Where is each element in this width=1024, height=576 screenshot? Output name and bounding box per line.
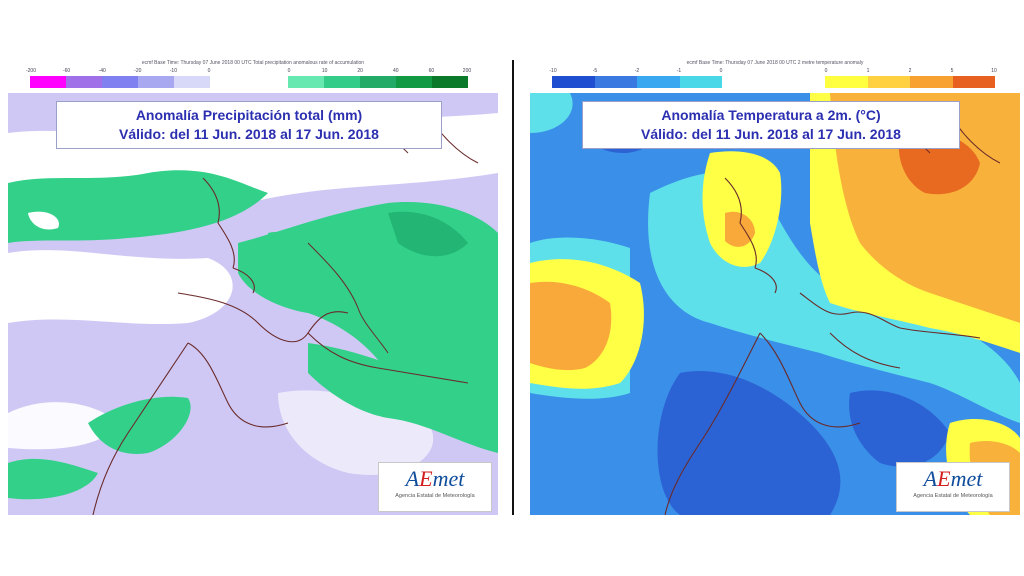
- temperature-colorbar-swatch: [910, 76, 953, 88]
- precipitation-negative-ticks: -200 -60 -40 -20 -10 0: [20, 68, 220, 76]
- precipitation-colorbar-tick: -10: [169, 68, 177, 74]
- temperature-colorbar-tick: 5: [950, 68, 954, 74]
- precipitation-colorbar-swatch: [66, 76, 102, 88]
- precipitation-colorbar-tick: -60: [62, 68, 71, 74]
- temperature-colorbar-swatch: [594, 76, 637, 88]
- temperature-negative-ticks: -10 -5 -2 -1 0: [542, 68, 732, 76]
- precipitation-colorbar-tick: 60: [428, 68, 435, 74]
- temperature-positive-swatches: [825, 76, 995, 88]
- temperature-colorbar-tick: 0: [719, 68, 723, 74]
- precipitation-colorbar-swatch: [30, 76, 66, 88]
- temperature-map: [530, 93, 1020, 515]
- precipitation-anomaly-panel: ecmf Base Time: Thursday 07 June 2018 00…: [8, 60, 498, 515]
- precipitation-positive-swatches: [288, 76, 468, 88]
- precipitation-title-box: Anomalía Precipitación total (mm) Válido…: [56, 101, 442, 149]
- temperature-colorbar-swatch: [552, 76, 595, 88]
- aemet-logo-word: AEmet: [923, 466, 983, 491]
- precipitation-colorbar-swatch: [324, 76, 360, 88]
- temperature-title-box: Anomalía Temperatura a 2m. (°C) Válido: …: [582, 101, 960, 149]
- precipitation-negative-swatches: [30, 76, 210, 88]
- temperature-colorbar-swatch: [637, 76, 680, 88]
- precipitation-colorbar-tick: 0: [287, 68, 291, 74]
- precipitation-colorbar-tick: 10: [321, 68, 328, 74]
- precipitation-colorbar-tick: -40: [98, 68, 106, 74]
- temperature-colorbar-tick: 1: [866, 68, 870, 74]
- temperature-validity: Válido: del 11 Jun. 2018 al 17 Jun. 2018: [641, 126, 901, 142]
- temperature-positive-ticks: 0 1 2 5 10: [815, 68, 1005, 76]
- temperature-colorbar: ecmf Base Time: Thursday 07 June 2018 00…: [530, 60, 1020, 90]
- precipitation-colorbar: ecmf Base Time: Thursday 07 June 2018 00…: [8, 60, 498, 90]
- precipitation-colorbar-tick: 200: [462, 68, 472, 74]
- precipitation-colorbar-swatch: [138, 76, 174, 88]
- precipitation-colorbar-tick: 40: [393, 68, 399, 74]
- temperature-anomaly-panel: ecmf Base Time: Thursday 07 June 2018 00…: [530, 60, 1020, 515]
- temperature-colorbar-tick: 2: [908, 68, 912, 74]
- aemet-logo-left: AEmet Agencia Estatal de Meteorología: [378, 462, 492, 512]
- temperature-colorbar-tick: -5: [592, 68, 598, 74]
- temperature-title: Anomalía Temperatura a 2m. (°C): [661, 107, 881, 123]
- temperature-colorbar-tick: -1: [676, 68, 682, 74]
- temperature-colorbar-title: ecmf Base Time: Thursday 07 June 2018 00…: [686, 60, 864, 66]
- precipitation-colorbar-swatch: [360, 76, 396, 88]
- temperature-colorbar-swatch: [952, 76, 995, 88]
- temperature-colorbar-swatch: [679, 76, 722, 88]
- panel-divider: [512, 60, 514, 515]
- aemet-logo-subtitle: Agencia Estatal de Meteorología: [395, 493, 475, 499]
- temperature-colorbar-tick: -10: [549, 68, 557, 74]
- aemet-logo-word: AEmet: [405, 466, 465, 491]
- temperature-negative-swatches: [552, 76, 722, 88]
- precipitation-map: [8, 93, 498, 515]
- precipitation-positive-ticks: 0 10 20 40 60 200: [278, 68, 478, 76]
- temperature-colorbar-tick: -2: [634, 68, 640, 74]
- precipitation-colorbar-tick: -20: [134, 68, 142, 74]
- temperature-colorbar-tick: 10: [991, 68, 997, 74]
- precipitation-colorbar-tick: -200: [25, 68, 36, 74]
- aemet-logo-right: AEmet Agencia Estatal de Meteorología: [896, 462, 1010, 512]
- precipitation-colorbar-tick: 0: [207, 68, 211, 74]
- precipitation-title: Anomalía Precipitación total (mm): [135, 107, 363, 123]
- precipitation-colorbar-swatch: [102, 76, 138, 88]
- precipitation-colorbar-tick: 20: [357, 68, 363, 74]
- precipitation-validity: Válido: del 11 Jun. 2018 al 17 Jun. 2018: [119, 126, 379, 142]
- precipitation-colorbar-swatch: [396, 76, 432, 88]
- temperature-colorbar-tick: 0: [824, 68, 828, 74]
- precipitation-colorbar-title: ecmf Base Time: Thursday 07 June 2018 00…: [141, 60, 365, 66]
- temperature-colorbar-swatch: [825, 76, 868, 88]
- precipitation-colorbar-swatch: [174, 76, 210, 88]
- precipitation-colorbar-swatch: [288, 76, 324, 88]
- temperature-colorbar-swatch: [867, 76, 910, 88]
- precipitation-colorbar-swatch: [432, 76, 468, 88]
- aemet-logo-subtitle: Agencia Estatal de Meteorología: [913, 493, 993, 499]
